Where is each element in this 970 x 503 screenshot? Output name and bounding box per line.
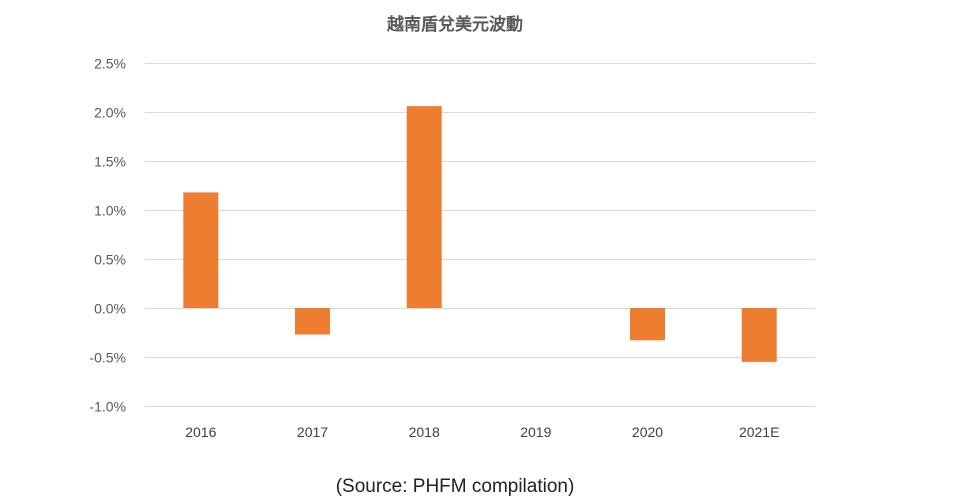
y-tick-label: -1.0%: [89, 399, 126, 415]
y-tick-label: 1.0%: [94, 203, 126, 219]
bar-2020: [630, 308, 665, 341]
x-tick-label: 2021E: [739, 424, 779, 440]
y-tick-label: -0.5%: [89, 350, 126, 366]
x-tick-label: 2020: [632, 424, 663, 440]
y-tick-label: 2.0%: [94, 105, 126, 121]
bar-2018: [406, 106, 442, 308]
source-note: (Source: PHFM compilation): [335, 476, 575, 497]
y-tick-label: 2.5%: [94, 56, 126, 72]
bar-2017: [295, 308, 330, 335]
y-tick-label: 0.0%: [94, 301, 126, 317]
x-tick-label: 2018: [409, 424, 440, 440]
y-tick-label: 1.5%: [94, 154, 126, 170]
x-tick-label: 2017: [297, 424, 328, 440]
bar-2021E: [741, 308, 777, 362]
gridlines: [145, 63, 815, 407]
x-tick-label: 2019: [520, 424, 551, 440]
chart-title: 越南盾兌美元波動: [387, 15, 523, 35]
y-tick-label: 0.5%: [94, 252, 126, 268]
bar-2016: [183, 192, 219, 308]
y-axis-tick-labels: 2.5% 2.0% 1.5% 1.0% 0.5% 0.0% -0.5% -1.0%: [89, 56, 126, 415]
bars: [183, 106, 777, 362]
x-tick-label: 2016: [185, 424, 216, 440]
x-axis-tick-labels: 2016 2017 2018 2019 2020 2021E: [185, 424, 779, 440]
